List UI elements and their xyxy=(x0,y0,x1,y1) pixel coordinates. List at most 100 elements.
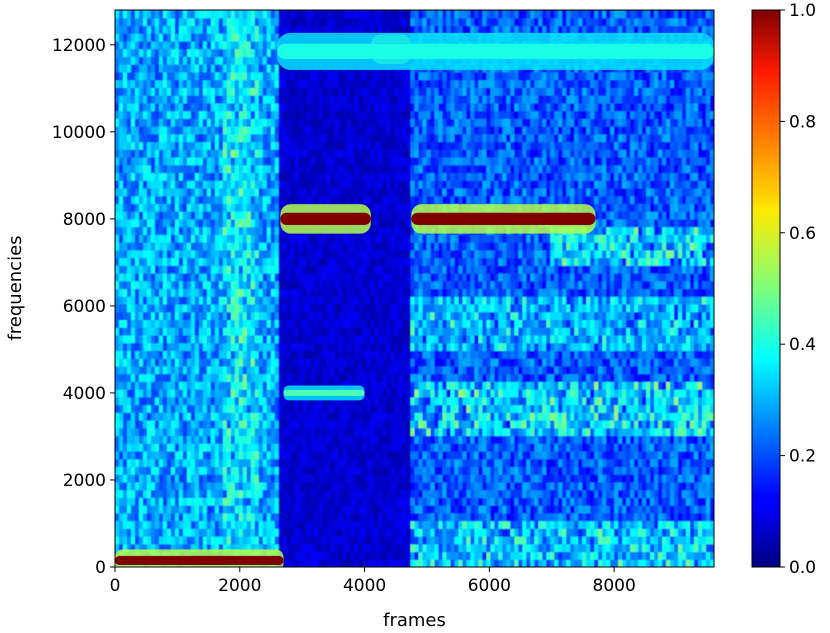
heatmap-cell xyxy=(338,118,344,127)
heatmap-cell xyxy=(226,141,232,150)
heatmap-cell xyxy=(278,481,284,491)
heatmap-cell xyxy=(370,303,376,313)
heatmap-cell xyxy=(138,156,144,166)
heatmap-cell xyxy=(206,273,212,282)
heatmap-cell xyxy=(130,257,136,266)
heatmap-cell xyxy=(334,242,340,251)
heatmap-cell xyxy=(242,373,248,382)
heatmap-cell xyxy=(142,195,148,205)
heatmap-cell xyxy=(154,56,160,65)
heatmap-cell xyxy=(162,528,168,537)
heatmap-cell xyxy=(390,528,396,537)
heatmap-cell xyxy=(115,474,120,483)
heatmap-cell xyxy=(154,242,160,251)
heatmap-cell xyxy=(282,180,288,189)
heatmap-cell xyxy=(366,296,372,305)
heatmap-cell xyxy=(194,25,200,34)
heatmap-cell xyxy=(386,211,392,220)
heatmap-cell xyxy=(374,164,380,174)
heatmap-cell xyxy=(210,118,216,127)
heatmap-cell xyxy=(306,458,312,468)
heatmap-cell xyxy=(326,195,332,205)
heatmap-cell xyxy=(362,543,368,553)
heatmap-cell xyxy=(226,95,232,104)
heatmap-cell xyxy=(218,296,224,305)
heatmap-cell xyxy=(366,280,372,290)
heatmap-cell xyxy=(270,443,276,452)
heatmap-cell xyxy=(202,95,208,104)
heatmap-cell xyxy=(190,342,196,351)
heatmap-cell xyxy=(302,489,308,498)
heatmap-cell xyxy=(238,211,244,220)
heatmap-cell xyxy=(290,25,296,34)
heatmap-cell xyxy=(122,543,128,553)
heatmap-cell xyxy=(262,420,268,429)
heatmap-cell xyxy=(322,319,328,328)
heatmap-cell xyxy=(170,520,176,529)
heatmap-cell xyxy=(118,110,124,119)
heatmap-cell xyxy=(294,17,300,27)
heatmap-cell xyxy=(374,133,380,143)
heatmap-cell xyxy=(162,218,168,228)
heatmap-cell xyxy=(150,365,156,375)
heatmap-cell xyxy=(170,133,176,143)
heatmap-cell xyxy=(174,180,180,189)
heatmap-cell xyxy=(122,342,128,351)
heatmap-cell xyxy=(318,180,324,189)
heatmap-cell xyxy=(378,156,384,166)
heatmap-cell xyxy=(194,365,200,375)
heatmap-cell xyxy=(350,10,356,19)
heatmap-cell xyxy=(274,71,280,81)
heatmap-cell xyxy=(370,334,376,344)
heatmap-cell xyxy=(150,265,156,274)
heatmap-cell xyxy=(194,110,200,119)
heatmap-cell xyxy=(382,319,388,328)
heatmap-cell xyxy=(146,280,152,290)
heatmap-cell xyxy=(318,559,324,567)
heatmap-cell xyxy=(286,303,292,313)
heatmap-cell xyxy=(314,450,320,460)
heatmap-cell xyxy=(318,342,324,351)
heatmap-cell xyxy=(178,242,184,251)
heatmap-cell xyxy=(154,126,160,135)
heatmap-cell xyxy=(358,435,364,444)
heatmap-cell xyxy=(246,474,252,483)
heatmap-cell xyxy=(258,334,264,344)
heatmap-cell xyxy=(170,427,176,437)
heatmap-cell xyxy=(326,427,332,437)
heatmap-cell xyxy=(246,172,252,181)
heatmap-cell xyxy=(294,350,300,359)
heatmap-cell xyxy=(146,381,152,390)
heatmap-cell xyxy=(174,389,180,398)
heatmap-cell xyxy=(354,257,360,266)
heatmap-cell xyxy=(270,133,276,143)
heatmap-cell xyxy=(254,412,260,421)
heatmap-cell xyxy=(134,450,140,460)
heatmap-cell xyxy=(186,195,192,205)
heatmap-cell xyxy=(126,450,132,460)
heatmap-cell xyxy=(290,420,296,429)
heatmap-cell xyxy=(386,489,392,498)
heatmap-cell xyxy=(266,118,272,127)
heatmap-cell xyxy=(214,280,220,290)
heatmap-cell xyxy=(278,87,284,96)
heatmap-cell xyxy=(166,226,172,235)
heatmap-cell xyxy=(206,257,212,266)
heatmap-cell xyxy=(198,528,204,537)
heatmap-cell xyxy=(234,481,240,491)
heatmap-cell xyxy=(274,342,280,351)
heatmap-cell xyxy=(210,350,216,359)
heatmap-cell xyxy=(314,242,320,251)
heatmap-cell xyxy=(130,172,136,181)
heatmap-cell xyxy=(142,40,148,50)
heatmap-cell xyxy=(270,203,276,212)
heatmap-cell xyxy=(182,172,188,181)
heatmap-cell xyxy=(290,180,296,189)
heatmap-cell xyxy=(178,195,184,205)
heatmap-cell xyxy=(182,10,188,19)
heatmap-cell xyxy=(230,64,236,73)
heatmap-cell xyxy=(122,389,128,398)
heatmap-cell xyxy=(274,489,280,498)
heatmap-cell xyxy=(130,242,136,251)
heatmap-cell xyxy=(186,218,192,228)
